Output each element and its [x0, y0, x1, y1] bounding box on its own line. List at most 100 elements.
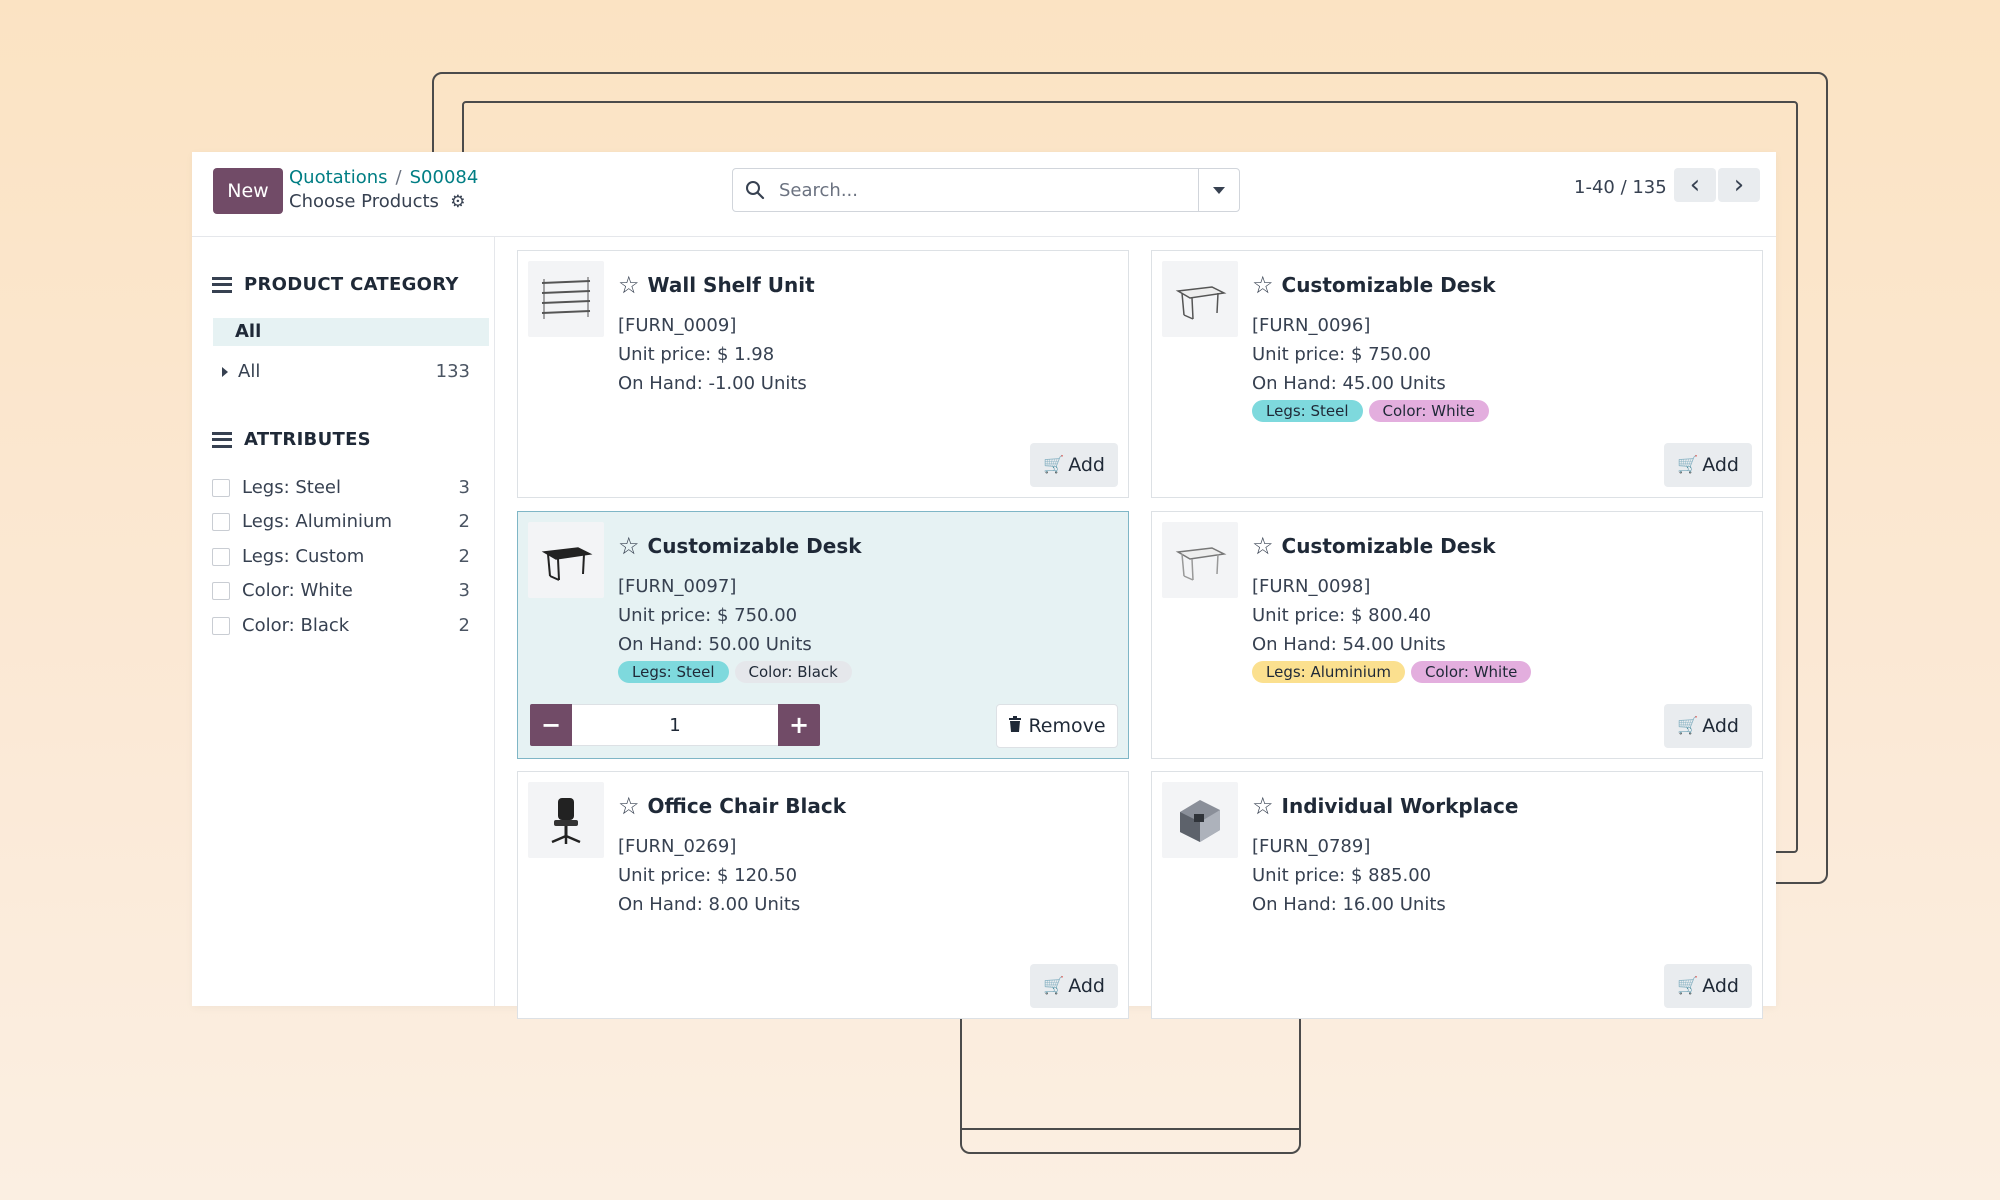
product-price: Unit price: $ 800.40 [1252, 605, 1432, 626]
product-name: ☆ Customizable Desk [1252, 534, 1496, 558]
desk-white-icon [1162, 522, 1238, 598]
product-reference: [FURN_0269] [618, 836, 737, 857]
remove-button[interactable]: Remove [996, 704, 1118, 748]
desk-black-icon [528, 522, 604, 598]
cart-icon: 🛒 [1043, 976, 1065, 996]
product-card[interactable]: ☆ Individual Workplace [FURN_0789] Unit p… [1151, 771, 1763, 1019]
office-chair-icon [528, 782, 604, 858]
category-count: 133 [435, 361, 470, 382]
attributes-header: ATTRIBUTES [212, 429, 371, 450]
product-name: ☆ Individual Workplace [1252, 794, 1518, 818]
search-bar [732, 168, 1240, 212]
attribute-count: 2 [458, 511, 470, 532]
increase-quantity-button[interactable]: + [778, 704, 820, 746]
search-input[interactable] [777, 178, 1198, 202]
search-icon [733, 180, 777, 200]
pager-next-button[interactable]: › [1718, 168, 1760, 202]
attribute-label: Color: Black [242, 615, 350, 636]
monitor-stand-base [960, 1128, 1301, 1130]
search-options-toggle[interactable] [1198, 169, 1239, 211]
checkbox[interactable] [212, 512, 230, 531]
category-all-selected[interactable]: All [213, 318, 489, 346]
product-tags: Legs: Aluminium Color: White [1252, 661, 1532, 683]
product-name-text: Individual Workplace [1281, 794, 1519, 818]
pager-previous-button[interactable]: ‹ [1674, 168, 1716, 202]
checkbox[interactable] [212, 478, 230, 497]
product-card[interactable]: ☆ Customizable Desk [FURN_0098] Unit pric… [1151, 511, 1763, 759]
product-price: Unit price: $ 885.00 [1252, 865, 1432, 886]
attribute-label: Legs: Steel [242, 477, 342, 498]
add-button-label: Add [1702, 715, 1739, 737]
product-name: ☆ Wall Shelf Unit [618, 273, 815, 297]
product-price: Unit price: $ 1.98 [618, 344, 775, 365]
list-icon [212, 431, 232, 448]
star-icon[interactable]: ☆ [618, 792, 640, 820]
checkbox[interactable] [212, 581, 230, 600]
attribute-filter-legs-steel[interactable]: Legs: Steel 3 [212, 477, 470, 498]
breadcrumb-quotations[interactable]: Quotations [289, 167, 388, 188]
product-tags: Legs: Steel Color: Black [618, 661, 852, 683]
decrease-quantity-button[interactable]: − [530, 704, 572, 746]
product-name-text: Customizable Desk [1281, 273, 1496, 297]
star-icon[interactable]: ☆ [1252, 532, 1274, 560]
add-button[interactable]: 🛒 Add [1030, 443, 1118, 487]
product-reference: [FURN_0096] [1252, 315, 1371, 336]
add-button[interactable]: 🛒 Add [1030, 964, 1118, 1008]
monitor-stand [960, 1004, 1301, 1154]
tag-color-white: Color: White [1411, 661, 1532, 683]
add-button[interactable]: 🛒 Add [1664, 704, 1752, 748]
plus-icon: + [788, 711, 810, 739]
breadcrumb: Quotations / S00084 Choose Products ⚙ [289, 166, 478, 214]
attribute-filter-color-black[interactable]: Color: Black 2 [212, 615, 470, 636]
add-button[interactable]: 🛒 Add [1664, 964, 1752, 1008]
product-name-text: Customizable Desk [1281, 534, 1496, 558]
caret-right-icon[interactable] [222, 367, 228, 377]
new-button[interactable]: New [213, 168, 283, 214]
checkbox[interactable] [212, 547, 230, 566]
product-card[interactable]: ☆ Wall Shelf Unit [FURN_0009] Unit price:… [517, 250, 1129, 498]
list-icon [212, 276, 232, 293]
desk-white-icon [1162, 261, 1238, 337]
attribute-filter-legs-aluminium[interactable]: Legs: Aluminium 2 [212, 511, 470, 532]
tag-legs-aluminium: Legs: Aluminium [1252, 661, 1405, 683]
cart-icon: 🛒 [1677, 455, 1699, 475]
cart-icon: 🛒 [1043, 455, 1065, 475]
attribute-label: Legs: Aluminium [242, 511, 392, 532]
quantity-stepper: − 1 + [530, 704, 820, 746]
attributes-title: ATTRIBUTES [244, 429, 371, 450]
product-reference: [FURN_0009] [618, 315, 737, 336]
product-reference: [FURN_0789] [1252, 836, 1371, 857]
category-row-all[interactable]: All 133 [222, 361, 470, 382]
cart-icon: 🛒 [1677, 976, 1699, 996]
product-card-selected[interactable]: ☆ Customizable Desk [FURN_0097] Unit pric… [517, 511, 1129, 759]
quantity-input[interactable]: 1 [572, 704, 778, 746]
product-reference: [FURN_0098] [1252, 576, 1371, 597]
control-panel: New Quotations / S00084 Choose Products ⚙ … [192, 152, 1776, 237]
star-icon[interactable]: ☆ [618, 271, 640, 299]
product-name-text: Office Chair Black [647, 794, 847, 818]
product-name: ☆ Customizable Desk [618, 534, 862, 558]
pager-value[interactable]: 1-40 / 135 [1574, 177, 1667, 198]
star-icon[interactable]: ☆ [1252, 792, 1274, 820]
search-panel: PRODUCT CATEGORY All All 133 ATTRIBUTES … [192, 237, 495, 1006]
product-card[interactable]: ☆ Customizable Desk [FURN_0096] Unit pric… [1151, 250, 1763, 498]
product-name: ☆ Customizable Desk [1252, 273, 1496, 297]
star-icon[interactable]: ☆ [1252, 271, 1274, 299]
shelf-icon [528, 261, 604, 337]
add-button[interactable]: 🛒 Add [1664, 443, 1752, 487]
add-button-label: Add [1702, 975, 1739, 997]
cart-icon: 🛒 [1677, 716, 1699, 736]
gear-icon[interactable]: ⚙ [450, 192, 466, 212]
product-name-text: Customizable Desk [647, 534, 862, 558]
attribute-filter-legs-custom[interactable]: Legs: Custom 2 [212, 546, 470, 567]
breadcrumb-separator: / [395, 167, 402, 188]
chevron-right-icon: › [1733, 170, 1745, 200]
add-button-label: Add [1702, 454, 1739, 476]
breadcrumb-order[interactable]: S00084 [409, 167, 479, 188]
attribute-filter-color-white[interactable]: Color: White 3 [212, 580, 470, 601]
star-icon[interactable]: ☆ [618, 532, 640, 560]
product-on-hand: On Hand: 50.00 Units [618, 634, 812, 655]
checkbox[interactable] [212, 616, 230, 635]
product-on-hand: On Hand: 16.00 Units [1252, 894, 1446, 915]
product-card[interactable]: ☆ Office Chair Black [FURN_0269] Unit pri… [517, 771, 1129, 1019]
